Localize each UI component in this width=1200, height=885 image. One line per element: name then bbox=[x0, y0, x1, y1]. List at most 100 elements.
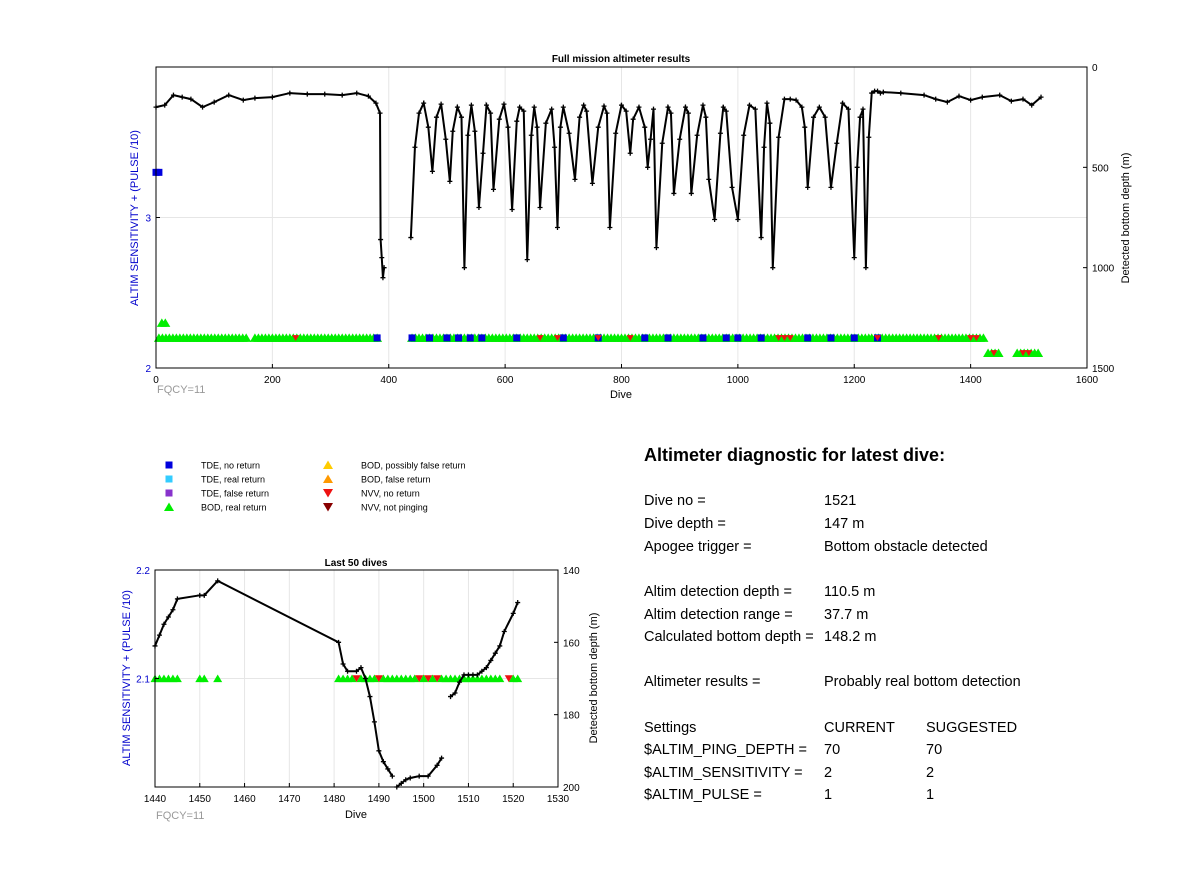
bottom-depth-point bbox=[627, 150, 633, 156]
tde-no-return-marker bbox=[155, 168, 163, 176]
bottom-depth-point bbox=[840, 100, 846, 106]
tde-no-return-marker bbox=[408, 334, 416, 342]
bottom-depth-point bbox=[501, 101, 507, 107]
x-tick-label: 1520 bbox=[502, 794, 525, 805]
diag-value: 37.7 m bbox=[824, 607, 869, 623]
nvv-no-return-marker bbox=[424, 675, 433, 683]
bottom-depth-point bbox=[476, 204, 482, 210]
y-axis-right-label: Detected bottom depth (m) bbox=[1120, 153, 1132, 284]
bottom-depth-point bbox=[170, 607, 176, 613]
bottom-depth-point bbox=[677, 136, 683, 142]
bottom-depth-point bbox=[537, 204, 543, 210]
y-left-tick-label: 2 bbox=[145, 364, 151, 375]
x-tick-label: 600 bbox=[497, 375, 514, 386]
settings-header: Settings bbox=[644, 720, 697, 736]
bottom-depth-point bbox=[956, 93, 962, 99]
bottom-depth-point bbox=[880, 89, 886, 95]
y-right-tick-label: 180 bbox=[563, 711, 580, 722]
bottom-depth-point bbox=[653, 245, 659, 251]
bottom-depth-point bbox=[488, 110, 494, 116]
bottom-depth-point bbox=[447, 178, 453, 184]
bottom-depth-point bbox=[412, 144, 418, 150]
bottom-depth-point bbox=[758, 235, 764, 241]
bottom-depth-point bbox=[700, 102, 706, 108]
bottom-depth-point bbox=[165, 614, 171, 620]
bottom-depth-point bbox=[362, 676, 368, 681]
setting-suggested: 1 bbox=[926, 787, 935, 803]
y-left-tick-label: 2.1 bbox=[136, 675, 150, 686]
setting-suggested: 70 bbox=[926, 742, 943, 758]
bottom-depth-point bbox=[450, 128, 456, 134]
bottom-depth-point bbox=[822, 114, 828, 120]
bottom-depth-point bbox=[505, 124, 511, 130]
bottom-depth-point bbox=[416, 773, 422, 779]
bod-real-marker bbox=[1033, 348, 1044, 357]
bod-real-marker bbox=[369, 674, 379, 683]
y-right-tick-label: 1500 bbox=[1092, 364, 1115, 375]
diag-row: Altimeter results = Probably real bottom… bbox=[644, 674, 1021, 690]
tde-no-return-marker bbox=[478, 334, 486, 342]
y-left-tick-label: 2.2 bbox=[136, 566, 150, 577]
bod-real-marker bbox=[347, 674, 357, 683]
diagnostic-title: Altimeter diagnostic for latest dive: bbox=[644, 445, 946, 465]
tick-layer: 0 200 400 600 800 1000 1200 1400 1600 2 3 0 500 1000 1… bbox=[145, 63, 1114, 386]
diag-value: 148.2 m bbox=[824, 629, 877, 645]
setting-current: 70 bbox=[824, 742, 841, 758]
bottom-depth-point bbox=[354, 90, 360, 96]
bottom-depth-point bbox=[454, 104, 460, 110]
settings-header-row: Settings CURRENT SUGGESTED bbox=[644, 720, 1017, 736]
bottom-depth-point bbox=[510, 610, 516, 616]
bottom-depth-point bbox=[483, 665, 489, 671]
legend-marker bbox=[165, 475, 173, 483]
bottom-depth-point bbox=[685, 110, 691, 116]
bottom-depth-point bbox=[304, 91, 310, 97]
bod-real-marker bbox=[428, 674, 438, 683]
bottom-depth-point bbox=[156, 632, 162, 638]
bod-real-marker bbox=[978, 333, 989, 342]
x-tick-label: 1200 bbox=[843, 375, 866, 386]
bottom-depth-point bbox=[659, 140, 665, 146]
bottom-depth-point bbox=[373, 100, 379, 106]
diag-label: Altim detection range = bbox=[644, 607, 793, 623]
bottom-depth-point bbox=[933, 96, 939, 102]
bottom-depth-point bbox=[799, 104, 805, 110]
bod-real-marker bbox=[993, 348, 1004, 357]
legend-marker bbox=[323, 503, 333, 512]
x-tick-label: 1530 bbox=[547, 794, 570, 805]
bottom-depth-point bbox=[665, 104, 671, 110]
bottom-depth-point bbox=[200, 104, 206, 110]
full-mission-chart: 0 200 400 600 800 1000 1200 1400 1600 2 3 0 500 1000 1… bbox=[129, 54, 1132, 401]
bottom-depth-point bbox=[240, 97, 246, 103]
x-tick-label: 400 bbox=[380, 375, 397, 386]
nvv-no-return-marker bbox=[935, 335, 943, 342]
tde-no-return-marker bbox=[641, 334, 649, 342]
bod-real-marker bbox=[419, 674, 429, 683]
diag-value: 110.5 m bbox=[824, 584, 876, 600]
tde-no-return-marker bbox=[757, 334, 765, 342]
bod-real-marker bbox=[172, 674, 182, 683]
y-right-tick-label: 500 bbox=[1092, 163, 1109, 174]
bottom-depth-point bbox=[793, 97, 799, 103]
bottom-depth-point bbox=[671, 190, 677, 196]
bottom-depth-point bbox=[869, 90, 875, 96]
legend-marker bbox=[165, 461, 173, 469]
bottom-depth-point bbox=[997, 92, 1003, 98]
bottom-depth-point bbox=[648, 136, 654, 142]
bottom-depth-point bbox=[439, 755, 445, 761]
bottom-depth-point bbox=[479, 668, 485, 674]
bottom-depth-point bbox=[365, 93, 371, 99]
nvv-no-return-marker bbox=[553, 335, 561, 342]
bottom-depth-point bbox=[642, 124, 648, 130]
y-axis-right-label: Detected bottom depth (m) bbox=[588, 613, 600, 744]
bottom-depth-point bbox=[389, 773, 395, 779]
nvv-no-return-marker bbox=[352, 675, 361, 683]
bottom-depth-point bbox=[636, 104, 642, 110]
bottom-depth-point bbox=[613, 130, 619, 136]
x-axis-label: Dive bbox=[345, 809, 367, 821]
bod-real-marker bbox=[160, 318, 171, 327]
bottom-depth-point bbox=[645, 164, 651, 170]
bottom-depth-point bbox=[429, 168, 435, 174]
diag-label: Apogee trigger = bbox=[644, 539, 752, 555]
tde-no-return-marker bbox=[827, 334, 835, 342]
bottom-depth-point bbox=[480, 150, 486, 156]
